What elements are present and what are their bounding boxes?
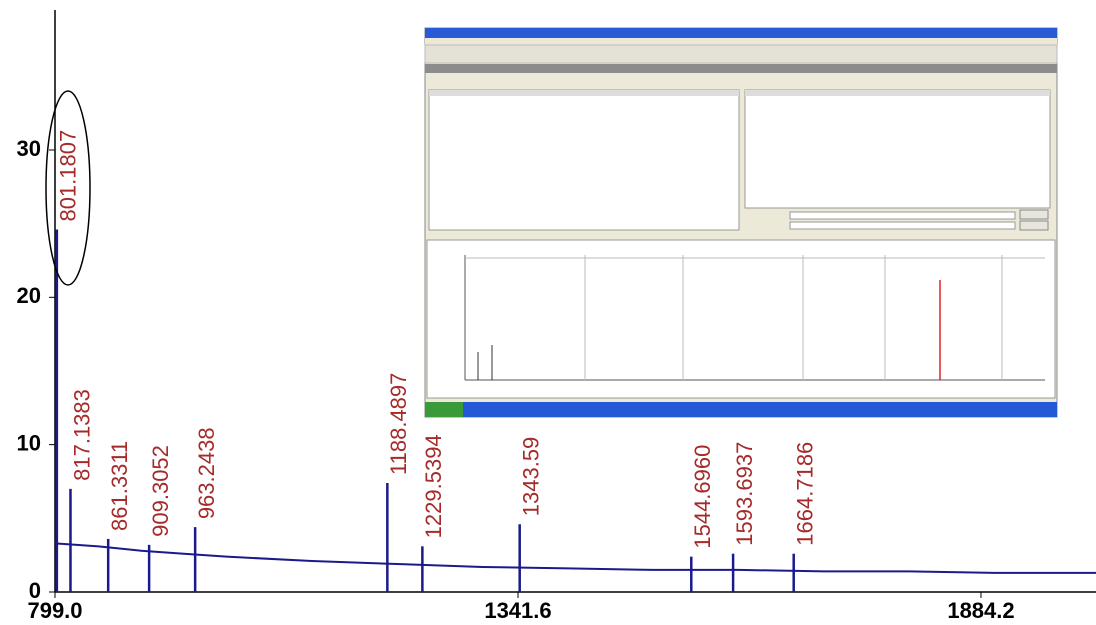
menu-bar [425, 38, 1057, 45]
x-tick-label: 1341.6 [484, 598, 551, 623]
peak-label: 1544.6960 [690, 445, 715, 549]
left-panel [429, 90, 739, 230]
start-button [425, 402, 463, 417]
x-tick-label: 1884.2 [947, 598, 1014, 623]
right-panel-header [745, 90, 1050, 96]
taskbar [425, 402, 1057, 417]
status-strip [425, 64, 1057, 73]
peak-label: 801.1807 [56, 130, 81, 222]
peak-label: 861.3311 [107, 441, 132, 531]
peak-label: 1188.4897 [386, 373, 411, 475]
peak-label: 1343.59 [518, 437, 543, 517]
toolbar [425, 45, 1057, 63]
plot-panel [427, 240, 1055, 398]
field [790, 212, 1015, 219]
peak-label: 1229.5394 [421, 434, 446, 538]
inset-screenshot [425, 28, 1057, 417]
left-panel-header [429, 90, 739, 96]
field [790, 222, 1015, 229]
peak-label: 817.1383 [69, 389, 94, 481]
right-panel [745, 90, 1050, 208]
baseline [55, 543, 1096, 572]
button [1020, 221, 1048, 230]
peak-label: 963.2438 [194, 427, 219, 519]
y-tick-label: 30 [17, 136, 41, 161]
peak-label: 1593.6937 [732, 442, 757, 546]
button [1020, 210, 1048, 219]
chart: 0102030799.01341.61884.2801.1807817.1383… [0, 0, 1096, 625]
y-tick-label: 20 [17, 283, 41, 308]
y-tick-label: 10 [17, 430, 41, 455]
x-tick-label: 799.0 [27, 598, 82, 623]
title-bar [425, 28, 1057, 38]
peak-label: 1664.7186 [793, 442, 818, 546]
peak-label: 909.3052 [148, 445, 173, 537]
